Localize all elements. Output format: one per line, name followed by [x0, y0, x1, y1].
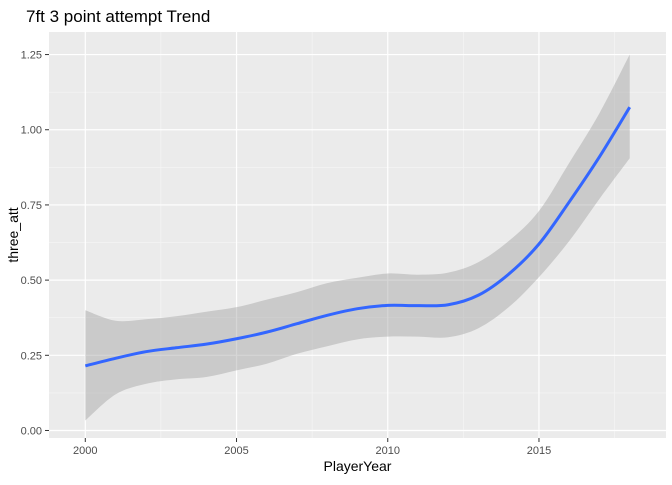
grid-minor: [49, 32, 666, 438]
y-tick-label: 0.50: [21, 275, 42, 287]
y-tick-label: 1.25: [21, 50, 42, 62]
y-tick-label: 0.25: [21, 350, 42, 362]
x-tick-label: 2005: [224, 445, 248, 457]
x-axis-label: PlayerYear: [324, 458, 392, 474]
y-axis: 0.00 0.25 0.50 0.75 1.00 1.25: [21, 50, 49, 437]
trend-line: [84, 106, 631, 368]
x-axis: 2000 2005 2010 2015: [73, 438, 551, 457]
grid-major: [49, 32, 666, 438]
x-tick-label: 2015: [527, 445, 551, 457]
chart-title: 7ft 3 point attempt Trend: [26, 7, 210, 26]
plot-background: [49, 32, 666, 438]
x-tick-label: 2000: [73, 445, 97, 457]
y-axis-label: three_att: [5, 207, 21, 262]
x-tick-label: 2010: [376, 445, 400, 457]
y-tick-label: 1.00: [21, 125, 42, 137]
y-tick-label: 0.75: [21, 200, 42, 212]
y-tick-label: 0.00: [21, 425, 42, 437]
confidence-band: [85, 54, 630, 421]
